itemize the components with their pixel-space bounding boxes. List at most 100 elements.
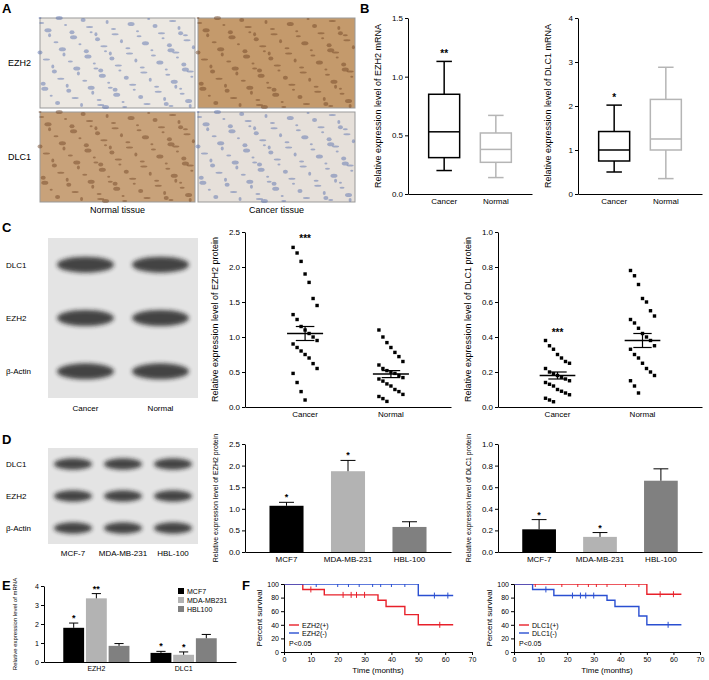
texture bbox=[167, 137, 172, 141]
tick-label: 40 bbox=[501, 622, 509, 629]
texture bbox=[279, 39, 282, 43]
texture bbox=[203, 122, 210, 126]
y-axis: 020406080100 bbox=[267, 581, 284, 656]
tick-label: 1.0 bbox=[392, 73, 404, 82]
texture bbox=[84, 143, 89, 147]
tick-label: 40 bbox=[388, 656, 396, 663]
tick: 0 bbox=[275, 649, 284, 656]
point bbox=[291, 342, 294, 345]
texture bbox=[125, 47, 130, 49]
texture bbox=[178, 31, 183, 35]
texture bbox=[82, 174, 87, 176]
point bbox=[633, 274, 636, 277]
x-axis: CancerNormal bbox=[579, 195, 703, 206]
texture bbox=[52, 70, 57, 74]
texture bbox=[271, 33, 278, 35]
tick-label: 40 bbox=[271, 622, 279, 629]
whisker-cap bbox=[606, 104, 622, 106]
point bbox=[629, 348, 632, 351]
point bbox=[629, 379, 632, 382]
texture bbox=[225, 89, 230, 93]
texture bbox=[314, 180, 319, 182]
texture bbox=[112, 127, 119, 129]
texture bbox=[129, 178, 136, 180]
texture bbox=[256, 198, 263, 200]
tick-mark bbox=[495, 337, 498, 338]
texture bbox=[41, 87, 48, 91]
texture bbox=[323, 102, 328, 106]
texture bbox=[90, 31, 93, 33]
x-axis-title: Time (months) bbox=[352, 666, 404, 675]
whisker bbox=[613, 161, 615, 172]
texture bbox=[294, 58, 297, 62]
texture bbox=[263, 50, 266, 52]
error-cap bbox=[633, 347, 651, 348]
band bbox=[57, 257, 114, 273]
error-bar bbox=[96, 594, 97, 599]
point bbox=[633, 321, 636, 324]
tick: MCF-7 bbox=[527, 555, 552, 564]
texture bbox=[174, 179, 177, 183]
texture bbox=[296, 35, 301, 37]
texture bbox=[108, 87, 113, 89]
point bbox=[552, 400, 555, 403]
band-label: EZH2 bbox=[6, 314, 27, 323]
tick: 70 bbox=[469, 652, 477, 663]
x-axis: MCF-7MDA-MB-231HBL-100 bbox=[499, 553, 703, 564]
tick-label: 0.0 bbox=[392, 190, 404, 199]
texture bbox=[337, 26, 340, 30]
censor-mark bbox=[434, 593, 435, 599]
tick: 2 bbox=[569, 102, 578, 111]
texture bbox=[122, 101, 125, 103]
censor-mark bbox=[404, 584, 405, 587]
censor-mark bbox=[337, 584, 338, 587]
texture bbox=[115, 65, 122, 67]
tick-mark bbox=[495, 552, 498, 553]
band bbox=[154, 490, 192, 502]
censor-mark bbox=[561, 584, 562, 587]
texture bbox=[43, 152, 50, 154]
texture bbox=[171, 80, 178, 84]
texture bbox=[312, 24, 317, 28]
tick: 0.5 bbox=[229, 368, 245, 377]
error-cap bbox=[296, 326, 315, 327]
tick-mark bbox=[620, 652, 621, 655]
tick-label: 0.6 bbox=[482, 483, 494, 492]
texture bbox=[343, 34, 348, 36]
tick: 20 bbox=[334, 652, 342, 663]
texture bbox=[268, 51, 271, 55]
plot: ***0.00.51.01.52.02.5CancerNormalRelativ… bbox=[210, 228, 452, 419]
point bbox=[381, 335, 384, 338]
tick-mark bbox=[242, 509, 245, 510]
texture bbox=[272, 93, 279, 97]
texture bbox=[176, 56, 179, 58]
band bbox=[54, 490, 92, 502]
point bbox=[645, 335, 648, 338]
texture bbox=[158, 32, 165, 34]
texture bbox=[197, 22, 202, 24]
point bbox=[299, 260, 302, 263]
texture bbox=[318, 126, 325, 128]
texture bbox=[137, 35, 142, 37]
band bbox=[104, 522, 142, 534]
tick-label: 0.8 bbox=[482, 462, 494, 471]
point bbox=[377, 377, 380, 380]
texture bbox=[168, 48, 175, 52]
legend-label: MCF7 bbox=[187, 588, 206, 595]
plot: 020406080100010203040506070Percent survi… bbox=[485, 581, 704, 675]
texture bbox=[153, 118, 158, 122]
band bbox=[104, 490, 142, 502]
texture bbox=[93, 157, 96, 159]
texture bbox=[264, 114, 267, 118]
censor-mark bbox=[585, 593, 586, 599]
texture bbox=[292, 89, 295, 91]
texture bbox=[111, 28, 116, 30]
tick-label: 0.2 bbox=[482, 526, 494, 535]
whisker bbox=[665, 67, 667, 99]
point bbox=[381, 379, 384, 382]
texture bbox=[325, 74, 330, 76]
texture bbox=[216, 78, 223, 80]
texture bbox=[226, 154, 231, 156]
texture bbox=[259, 45, 266, 47]
texture bbox=[253, 32, 256, 36]
